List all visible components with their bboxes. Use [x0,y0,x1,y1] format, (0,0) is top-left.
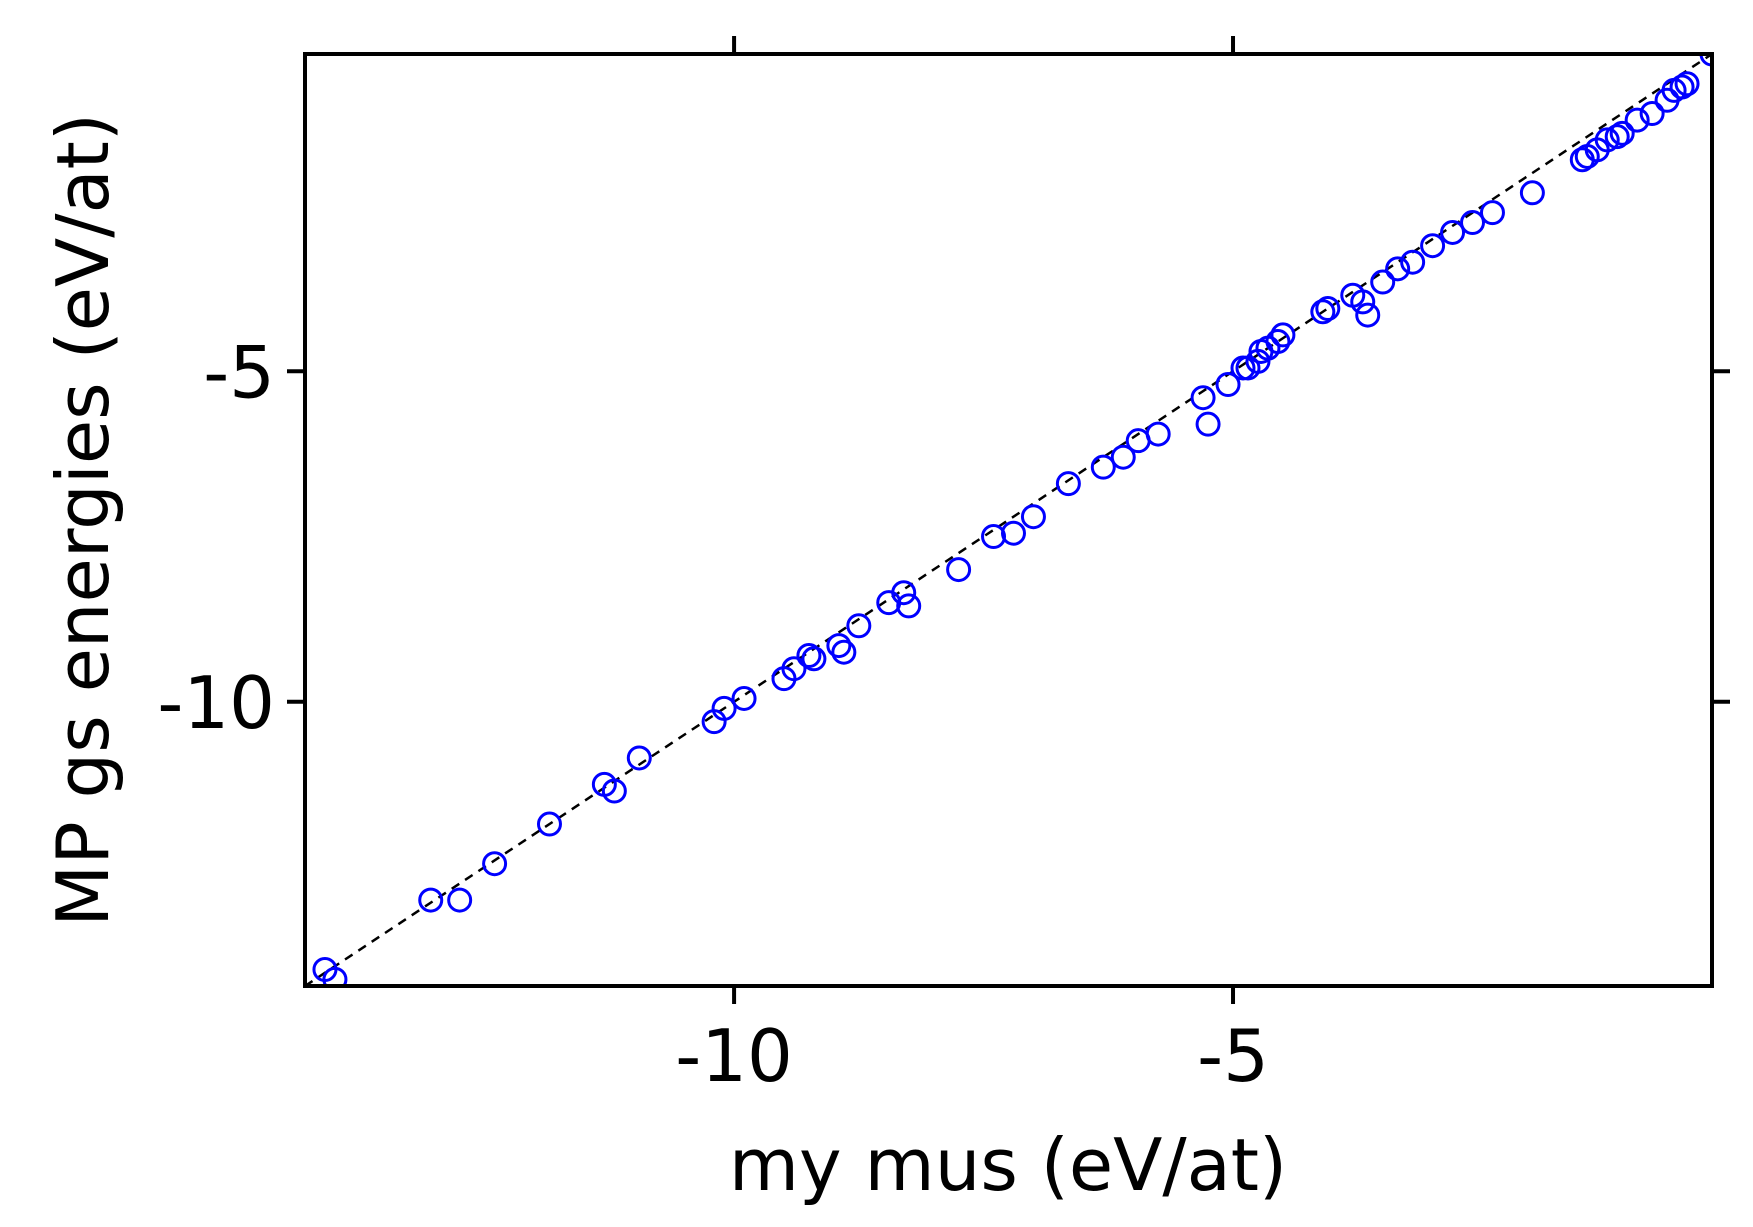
data-point [1385,256,1411,282]
data-point [846,613,872,639]
data-point [731,685,757,711]
y-tick-label: -5 [203,330,275,414]
data-point [1215,371,1241,397]
data-point [322,966,348,986]
data-point [1190,385,1216,411]
data-point [1270,322,1296,348]
x-tick-label: -5 [1197,1014,1269,1098]
data-point [1310,299,1336,325]
data-point [601,778,627,804]
data-point [946,557,972,583]
data-point [1020,504,1046,530]
x-axis-label: my mus (eV/at) [729,1123,1287,1207]
data-point [1604,124,1630,150]
data-point [1420,233,1446,259]
data-point [1519,180,1545,206]
x-tick-label: -10 [675,1014,793,1098]
data-point [891,580,917,606]
data-point [1639,100,1665,126]
data-point [1674,71,1700,97]
data-point [1055,471,1081,497]
data-point [1350,289,1376,315]
y-tick-label: -10 [157,661,275,745]
data-point [826,633,852,659]
data-point [1479,200,1505,226]
data-point [1090,454,1116,480]
data-point [781,656,807,682]
data-point [1265,329,1291,355]
data-point [1370,269,1396,295]
data-point [482,851,508,877]
data-point [536,811,562,837]
data-point [1669,74,1695,100]
y-axis-label: MP gs energies (eV/at) [41,113,125,927]
tick-labels-layer: -10 -5 -10 -5 [157,330,1269,1098]
data-point [711,695,737,721]
data-point [1460,210,1486,236]
ticks-layer [287,36,1730,1004]
data-point [1315,295,1341,321]
data-point [418,887,444,913]
plot-frame [303,52,1714,988]
data-point [796,643,822,669]
data-point [1594,127,1620,153]
data-point [1110,444,1136,470]
data-point [831,639,857,665]
data-point [1440,219,1466,245]
data-point [896,593,922,619]
data-point [1195,411,1221,437]
data-point [1609,120,1635,146]
data-points-layer [312,54,1712,986]
data-point [1400,249,1426,275]
data-point [801,646,827,672]
data-point [447,887,473,913]
data-point [626,745,652,771]
data-point [1355,302,1381,328]
data-point [1145,421,1171,447]
data-point [1000,520,1026,546]
data-point [1624,107,1650,133]
